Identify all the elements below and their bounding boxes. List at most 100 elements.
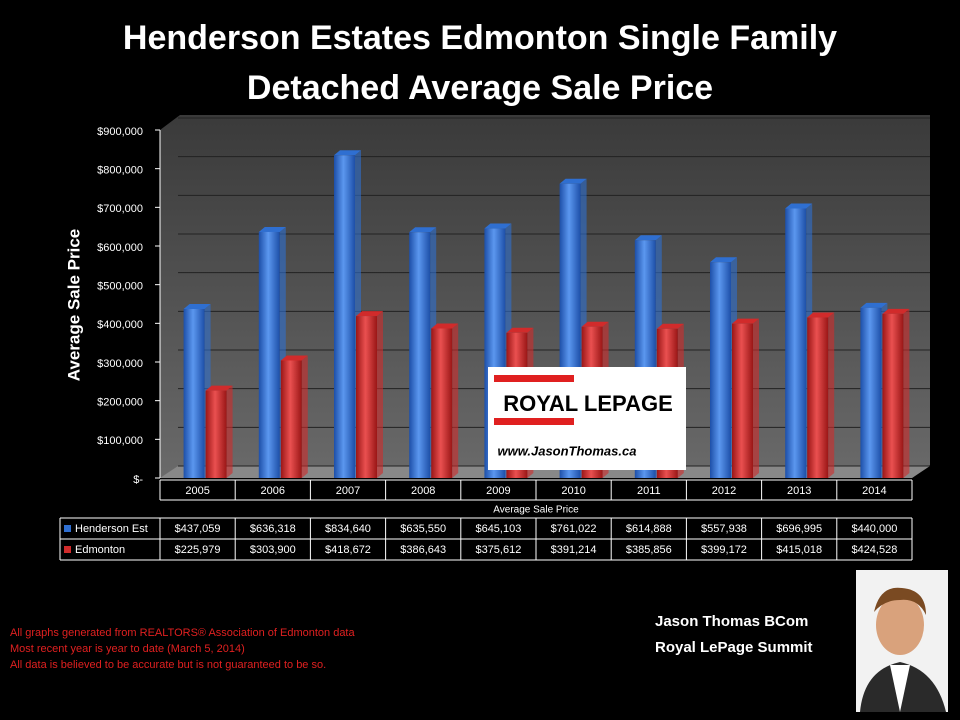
data-label: $399,172 bbox=[701, 544, 747, 556]
data-label: $391,214 bbox=[551, 544, 597, 556]
x-tick-label: 2013 bbox=[787, 485, 811, 497]
x-tick-label: 2005 bbox=[185, 485, 209, 497]
x-tick-label: 2010 bbox=[561, 485, 585, 497]
data-label: $225,979 bbox=[175, 544, 221, 556]
bar-top bbox=[732, 318, 759, 324]
bar-top bbox=[882, 308, 910, 314]
bar-top bbox=[656, 323, 684, 329]
data-label: $645,103 bbox=[475, 523, 521, 535]
data-label: $635,550 bbox=[400, 523, 446, 535]
bar-top bbox=[634, 235, 662, 241]
data-label: $375,612 bbox=[475, 544, 521, 556]
y-tick-label: $300,000 bbox=[97, 358, 143, 370]
data-label: $424,528 bbox=[851, 544, 897, 556]
logo-website: www.JasonThomas.ca bbox=[498, 443, 637, 458]
bar-side bbox=[452, 323, 459, 478]
x-tick-label: 2009 bbox=[486, 485, 510, 497]
data-label: $557,938 bbox=[701, 523, 747, 535]
bar-top bbox=[559, 178, 587, 184]
bar bbox=[860, 307, 882, 478]
chart-title: Henderson Estates Edmonton Single Family bbox=[123, 19, 837, 57]
bar-side bbox=[903, 308, 910, 478]
bar-side bbox=[226, 385, 233, 478]
bar-top bbox=[581, 321, 609, 327]
bar-top bbox=[356, 311, 383, 317]
chart-title: Detached Average Sale Price bbox=[247, 69, 713, 107]
agent-name: Jason Thomas BCom bbox=[655, 613, 808, 630]
x-tick-label: 2011 bbox=[637, 485, 661, 497]
bar-top bbox=[183, 304, 211, 310]
x-tick-label: 2014 bbox=[862, 485, 886, 497]
bar-top bbox=[506, 327, 534, 333]
bar bbox=[356, 316, 377, 478]
data-label: $614,888 bbox=[626, 523, 672, 535]
y-tick-label: $900,000 bbox=[97, 126, 143, 138]
photo-face bbox=[876, 595, 924, 655]
bar-side bbox=[377, 311, 383, 478]
bar-side bbox=[753, 318, 759, 478]
bar-top bbox=[280, 355, 308, 361]
bar bbox=[882, 313, 904, 478]
photo-hair bbox=[874, 587, 926, 615]
data-label: $415,018 bbox=[776, 544, 822, 556]
y-axis-title: Average Sale Price bbox=[64, 229, 83, 381]
bar-top bbox=[710, 257, 737, 263]
x-tick-label: 2006 bbox=[261, 485, 285, 497]
bar-side bbox=[828, 312, 835, 478]
y-tick-label: $600,000 bbox=[97, 242, 143, 254]
legend-swatch bbox=[64, 546, 71, 553]
bar-top bbox=[860, 302, 888, 308]
bar bbox=[431, 328, 453, 478]
bar bbox=[334, 155, 355, 479]
bar-top bbox=[431, 323, 459, 329]
data-label: $696,995 bbox=[776, 523, 822, 535]
y-tick-label: $400,000 bbox=[97, 319, 143, 331]
bar-top bbox=[409, 227, 437, 233]
bar bbox=[280, 360, 302, 478]
agent-photo bbox=[856, 570, 948, 712]
data-label: $418,672 bbox=[325, 544, 371, 556]
data-label: $834,640 bbox=[325, 523, 371, 535]
data-label: $386,643 bbox=[400, 544, 446, 556]
x-tick-label: 2007 bbox=[336, 485, 360, 497]
bar-side bbox=[301, 355, 308, 478]
bar bbox=[409, 232, 431, 478]
footnote: Most recent year is year to date (March … bbox=[10, 643, 245, 655]
legend-label: Henderson Est bbox=[75, 523, 148, 535]
x-tick-label: 2012 bbox=[712, 485, 736, 497]
bar-top bbox=[258, 226, 286, 232]
legend-label: Edmonton bbox=[75, 544, 125, 556]
bar bbox=[710, 262, 731, 478]
y-tick-label: $800,000 bbox=[97, 165, 143, 177]
legend-swatch bbox=[64, 525, 71, 532]
y-tick-label: $700,000 bbox=[97, 203, 143, 215]
bar bbox=[785, 208, 807, 478]
data-label: $385,856 bbox=[626, 544, 672, 556]
bar bbox=[732, 323, 753, 478]
logo-brand: ROYAL LEPAGE bbox=[503, 391, 673, 416]
logo: ROYAL LEPAGE www.JasonThomas.ca bbox=[488, 367, 686, 470]
y-tick-label: $200,000 bbox=[97, 397, 143, 409]
logo-stripe bbox=[494, 418, 574, 425]
agent-company: Royal LePage Summit bbox=[655, 639, 813, 656]
footnote: All graphs generated from REALTORS® Asso… bbox=[10, 627, 355, 639]
data-label: $761,022 bbox=[551, 523, 597, 535]
logo-stripe bbox=[494, 375, 574, 382]
bar-top bbox=[484, 223, 512, 229]
y-tick-label: $100,000 bbox=[97, 435, 143, 447]
x-tick-label: 2008 bbox=[411, 485, 435, 497]
photo-shirt bbox=[890, 665, 910, 712]
bar bbox=[183, 309, 205, 478]
data-label: $636,318 bbox=[250, 523, 296, 535]
data-label: $303,900 bbox=[250, 544, 296, 556]
data-label: $437,059 bbox=[175, 523, 221, 535]
bar-top bbox=[785, 203, 813, 209]
bar-top bbox=[205, 385, 233, 391]
y-tick-label: $- bbox=[133, 474, 143, 486]
bar-top bbox=[334, 150, 361, 156]
footnote: All data is believed to be accurate but … bbox=[10, 659, 326, 671]
bar bbox=[258, 231, 280, 478]
x-axis-title: Average Sale Price bbox=[493, 505, 579, 516]
